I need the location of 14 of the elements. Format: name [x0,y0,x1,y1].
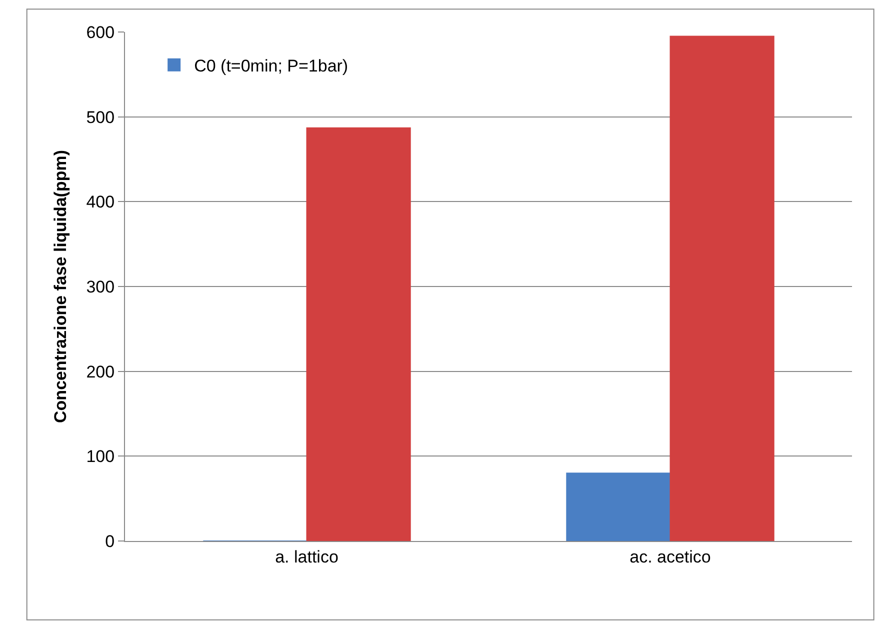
y-tick-label: 0 [105,532,115,551]
y-tick-label: 600 [86,22,115,42]
y-tick-label: 500 [86,108,115,127]
y-tick-label: 300 [86,277,115,296]
legend-label: C0 (t=0min; P=1bar) [194,56,348,76]
y-tick-label: 400 [86,192,115,212]
y-tick-label: 200 [86,362,115,382]
y-axis-title: Concentrazione fase liquida(ppm) [50,150,70,423]
bar [670,36,774,541]
bar [566,472,671,541]
x-tick-label: a. lattico [275,547,338,566]
x-tick-label: ac. acetico [630,547,711,566]
y-tick-label: 100 [86,447,115,466]
bar [306,127,411,541]
